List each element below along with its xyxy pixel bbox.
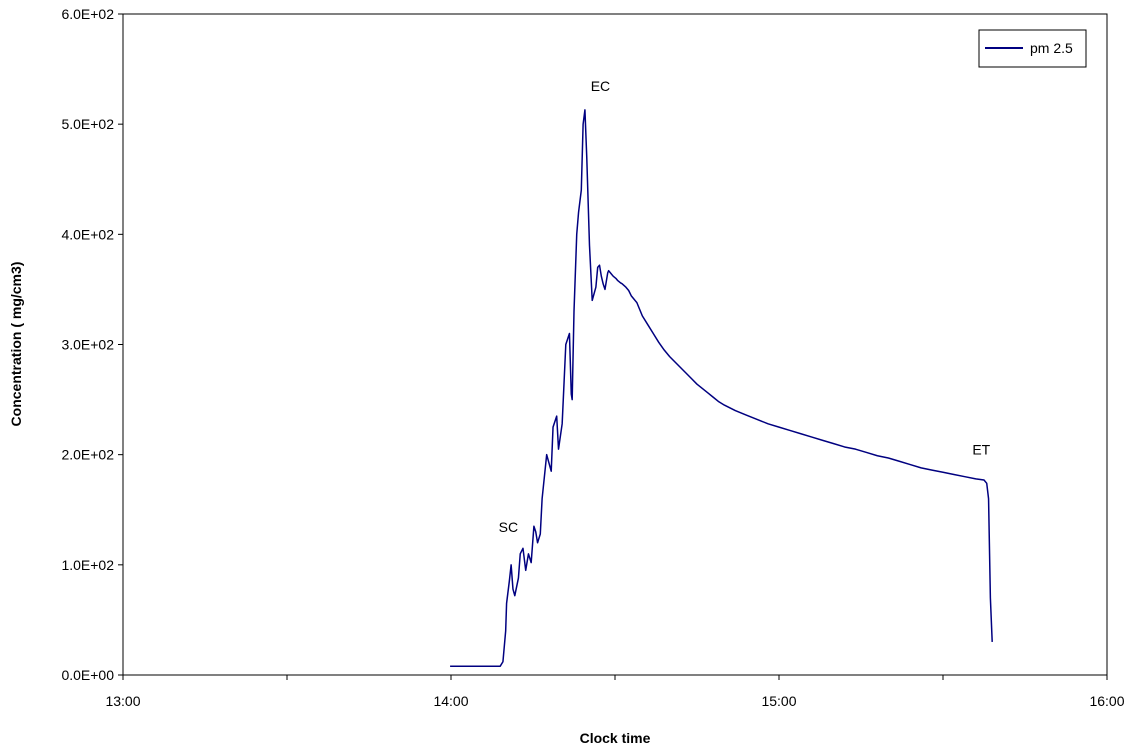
annotation-label: SC (499, 519, 518, 535)
y-tick-label: 2.0E+02 (61, 447, 114, 463)
x-tick-label: 16:00 (1089, 693, 1124, 709)
y-tick-label: 6.0E+02 (61, 6, 114, 22)
annotation-label: ET (972, 442, 990, 458)
y-tick-label: 4.0E+02 (61, 226, 114, 242)
series-layer (450, 109, 993, 667)
y-axis-title: Concentration ( mg/cm3) (8, 262, 24, 427)
x-tick-label: 13:00 (105, 693, 140, 709)
y-tick-label: 5.0E+02 (61, 116, 114, 132)
x-tick-label: 15:00 (761, 693, 796, 709)
plot-area (122, 13, 1108, 676)
x-tick-label: 14:00 (433, 693, 468, 709)
annotations: SC EC ET (499, 78, 991, 535)
legend: pm 2.5 (978, 29, 1087, 68)
axis-ticks: 0.0E+00 1.0E+02 2.0E+02 3.0E+02 4.0E+02 5.0E+… (61, 6, 1124, 709)
y-tick-label: 1.0E+02 (61, 557, 114, 573)
y-tick-label: 3.0E+02 (61, 337, 114, 353)
x-axis-title: Clock time (580, 730, 651, 746)
legend-label: pm 2.5 (1030, 40, 1073, 56)
y-tick-label: 0.0E+00 (61, 667, 114, 683)
series-line-0 (450, 109, 993, 667)
annotation-label: EC (591, 78, 610, 94)
